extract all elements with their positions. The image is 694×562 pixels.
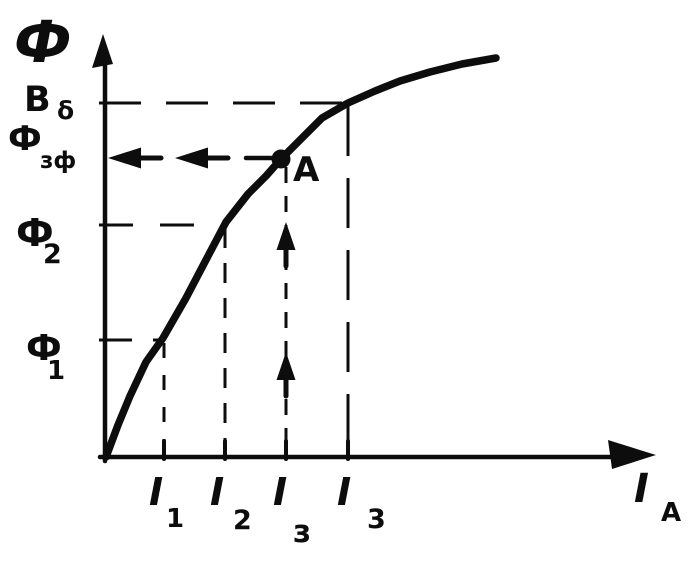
left-arrowhead (175, 147, 208, 169)
y-tick-label: Ф (16, 211, 54, 255)
x-tick-sublabel: 2 (233, 505, 252, 536)
left-arrowhead (108, 147, 141, 169)
x-tick-label: I (337, 470, 351, 514)
y-tick-sublabel: δ (57, 96, 74, 125)
y-tick-sublabel: 2 (43, 239, 62, 270)
point-a-marker (271, 149, 291, 169)
y-axis-title: Ф (14, 8, 72, 76)
guide-lines (99, 101, 350, 461)
x-axis-title: I (634, 466, 649, 512)
axes (92, 34, 656, 469)
saturation-curve (102, 54, 500, 461)
y-tick-label: В (24, 80, 51, 120)
magnetization-curve (102, 54, 500, 461)
point-a-dot (271, 149, 291, 169)
up-arrowhead (276, 222, 296, 250)
point-a-label: A (293, 150, 320, 190)
x-tick-label: I (210, 470, 224, 514)
up-arrowhead (276, 352, 296, 380)
y-axis-arrowhead (92, 34, 113, 68)
x-tick-sublabel: 3 (367, 504, 386, 535)
x-axis-title-subscript: A (661, 498, 681, 528)
y-tick-label: Ф (8, 119, 42, 159)
y-tick-sublabel: 1 (47, 356, 65, 386)
y-tick-label: Ф (26, 328, 62, 369)
x-axis-arrowhead (608, 440, 656, 469)
x-tick-sublabel: 1 (166, 504, 184, 534)
x-tick-label: I (273, 470, 287, 514)
x-tick-sublabel: з (293, 514, 311, 550)
y-tick-sublabel: зф (40, 148, 76, 174)
transfer-arrows (108, 147, 296, 399)
x-tick-label: I (149, 470, 163, 514)
